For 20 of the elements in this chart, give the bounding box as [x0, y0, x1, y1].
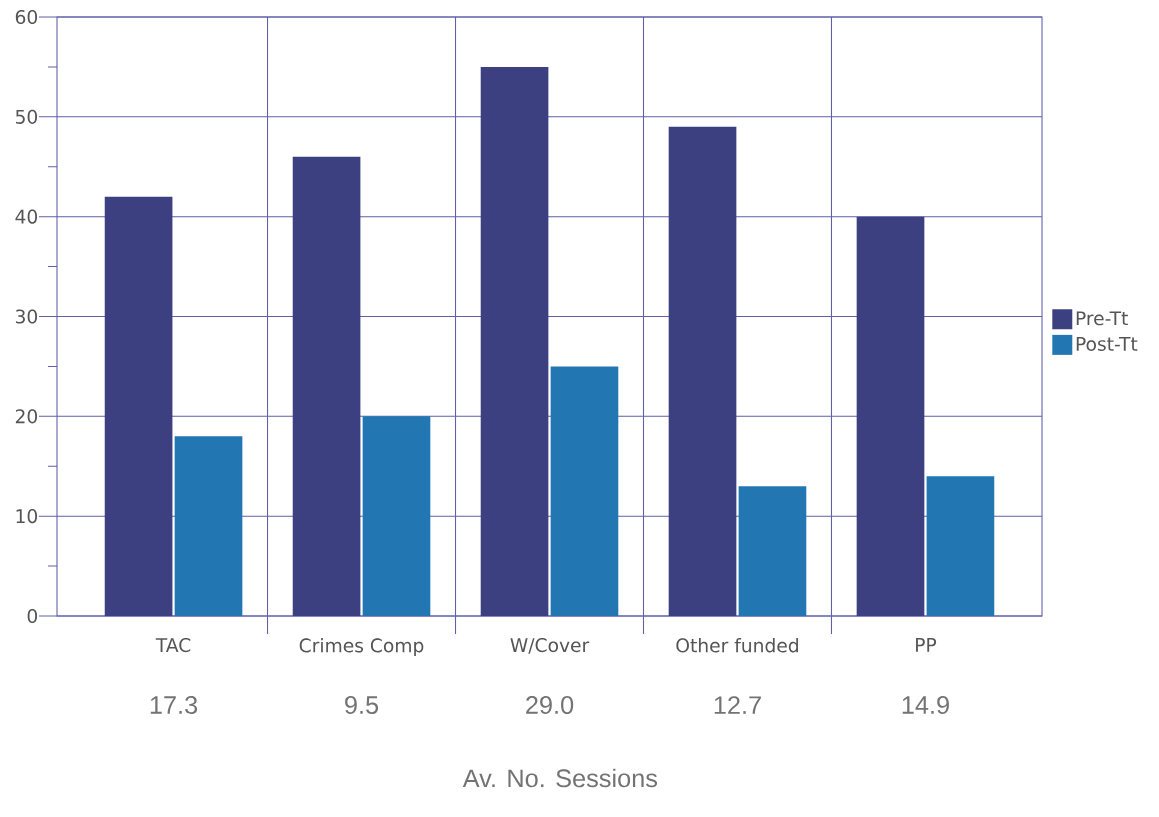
- y-tick-label: 50: [15, 109, 38, 124]
- text: 9.5: [345, 696, 379, 714]
- text: 12.7: [714, 696, 761, 714]
- y-tick-label: 0: [27, 608, 38, 624]
- y-tick-label: 20: [15, 409, 38, 424]
- y-tick-label: 30: [15, 309, 38, 324]
- y-tick-label: 40: [15, 209, 38, 224]
- legend-label: Post-Tt: [1076, 337, 1138, 351]
- y-tick-label: 60: [15, 9, 38, 25]
- text: 14.9: [902, 696, 949, 714]
- x-tick-label: Other funded: [676, 638, 798, 653]
- y-tick-label: 10: [16, 509, 38, 524]
- legend-label: Pre-Tt: [1076, 311, 1128, 326]
- x-tick-label: Crimes Comp: [299, 638, 424, 657]
- x-tick-label: W/Cover: [510, 638, 590, 654]
- x-tick-label: PP: [916, 638, 937, 652]
- text: Av. No. Sessions: [462, 768, 658, 788]
- x-tick-label: TAC: [155, 638, 191, 653]
- text: 29.0: [526, 696, 574, 714]
- text: 17.3: [150, 696, 198, 714]
